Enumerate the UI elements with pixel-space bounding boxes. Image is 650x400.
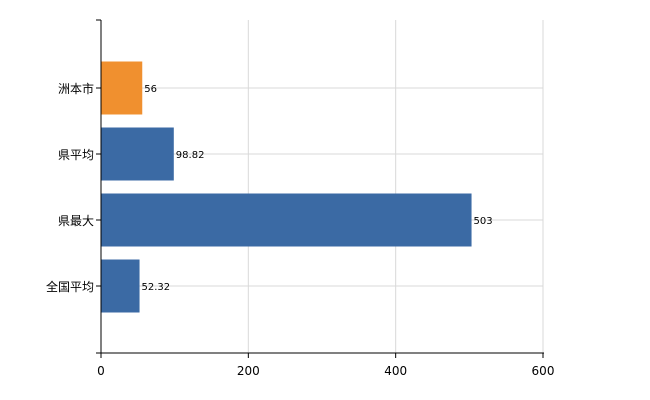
category-label: 洲本市	[58, 81, 94, 96]
data-label: 56	[144, 84, 157, 95]
x-tick-label: 400	[384, 364, 407, 378]
x-tick-label: 200	[237, 364, 260, 378]
data-label: 98.82	[176, 150, 205, 161]
category-label: 全国平均	[46, 279, 94, 294]
bar	[101, 193, 472, 247]
x-tick-label: 600	[532, 364, 555, 378]
bar	[101, 259, 140, 313]
category-label: 県平均	[58, 148, 94, 162]
category-label: 県最大	[58, 214, 94, 228]
x-tick-label: 0	[97, 364, 105, 378]
bar	[101, 127, 174, 181]
data-label: 52.32	[142, 282, 171, 293]
bar	[101, 61, 143, 115]
data-label: 503	[474, 216, 493, 227]
